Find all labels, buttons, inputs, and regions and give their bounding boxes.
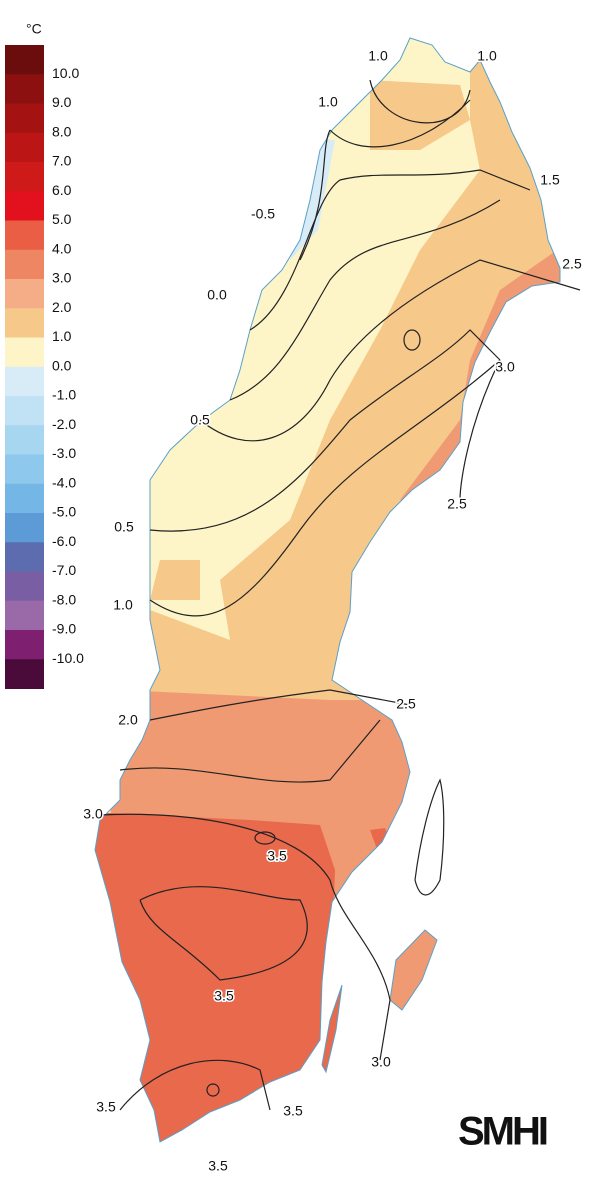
legend-label: 5.0: [52, 211, 72, 227]
legend-swatch: [5, 162, 44, 192]
contour-label: 3.5: [283, 1103, 303, 1119]
legend: °C 10.0 9.0 8.0 7.0 6.0 5.0 4.0 3.0 2.0 1.0 0.0 -1.…: [5, 21, 84, 689]
contour-label: 3.5: [267, 848, 287, 864]
legend-swatch: [5, 103, 44, 134]
legend-label: 7.0: [52, 153, 72, 169]
legend-label: 0.0: [52, 357, 72, 373]
contour-label: 0.5: [114, 519, 134, 535]
contour-label: 3.5: [208, 1158, 228, 1174]
region-warm: [150, 560, 200, 600]
legend-swatch: [5, 45, 44, 75]
legend-unit: °C: [26, 21, 42, 37]
contours: [99, 79, 581, 1111]
legend-swatch: [5, 337, 44, 368]
legend-label: -4.0: [52, 474, 76, 490]
contour-label: 2.5: [396, 696, 416, 712]
legend-label: 6.0: [52, 182, 72, 198]
legend-swatch: [5, 279, 44, 309]
legend-label: 4.0: [52, 240, 72, 256]
island: [321, 984, 343, 1074]
legend-swatch: [5, 220, 44, 251]
contour-label: 3.5: [96, 1099, 116, 1115]
legend-swatch: [5, 483, 44, 514]
region-warm: [370, 80, 470, 150]
legend-swatch: [5, 191, 44, 221]
legend-label: 3.0: [52, 270, 72, 286]
legend-swatch: [5, 74, 44, 104]
legend-label: -1.0: [52, 387, 76, 403]
logo: SMHI: [458, 1110, 547, 1154]
contour-label: 0.5: [190, 412, 210, 428]
island: [389, 929, 438, 1011]
legend-swatch: [5, 571, 44, 602]
legend-swatch: [5, 308, 44, 338]
legend-label: -5.0: [52, 504, 76, 520]
legend-swatch: [5, 659, 44, 689]
contour-label: 3.5: [214, 988, 234, 1004]
contour-label: -0.5: [251, 206, 275, 222]
map: 1.0 1.0 1.0 1.5 -0.5 2.5 0.0 3.0 0.5 2.5 0.5 1.0 2.0…: [82, 37, 583, 1175]
contour-label: 3.0: [83, 806, 103, 822]
legend-swatch: [5, 454, 44, 485]
legend-label: -6.0: [52, 533, 76, 549]
legend-swatch: [5, 132, 44, 163]
legend-label: 10.0: [52, 65, 79, 81]
contour-label: 1.0: [113, 597, 133, 613]
legend-swatch: [5, 249, 44, 280]
contour-label: 0.0: [207, 287, 227, 303]
legend-label: -9.0: [52, 621, 76, 637]
legend-swatch: [5, 542, 44, 572]
legend-label: -3.0: [52, 445, 76, 461]
contour-label: 2.0: [118, 712, 138, 728]
legend-label: -7.0: [52, 562, 76, 578]
legend-label: 8.0: [52, 123, 72, 139]
legend-swatch: [5, 630, 44, 660]
legend-label: -10.0: [52, 650, 84, 666]
legend-swatch: [5, 425, 44, 455]
contour-label: 1.0: [318, 94, 338, 110]
legend-swatch: [5, 600, 44, 631]
legend-swatch: [5, 366, 44, 397]
region-hotter: [95, 812, 335, 1142]
legend-label: 2.0: [52, 299, 72, 315]
legend-label: -8.0: [52, 591, 76, 607]
legend-label: 9.0: [52, 94, 72, 110]
legend-swatch: [5, 396, 44, 426]
legend-swatch: [5, 513, 44, 543]
legend-label: -2.0: [52, 416, 76, 432]
contour-label: 3.0: [371, 1054, 391, 1070]
contour-label: 1.5: [540, 172, 560, 188]
contour-label: 1.0: [477, 48, 497, 64]
contour-label: 2.5: [562, 256, 582, 272]
contour-label: 2.5: [447, 496, 467, 512]
contour-label: 3.0: [495, 359, 515, 375]
contour-label: 1.0: [368, 48, 388, 64]
legend-label: 1.0: [52, 328, 72, 344]
